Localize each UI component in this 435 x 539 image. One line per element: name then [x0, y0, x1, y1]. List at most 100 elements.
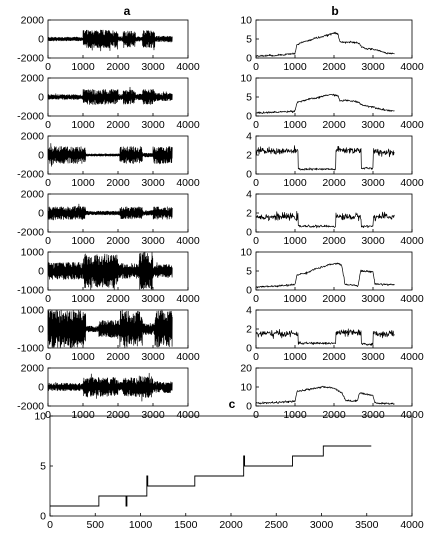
series-line-a2 [47, 86, 173, 105]
y-tick-label: 2000 [21, 15, 45, 27]
x-tick-label: 2000 [322, 235, 346, 247]
series-line-b6 [255, 328, 395, 346]
y-tick-label: 0 [38, 92, 44, 104]
x-tick-label: 1000 [283, 293, 307, 305]
panel-label-a: a [124, 4, 131, 18]
series-line-a6 [47, 309, 173, 349]
x-tick-label: 2000 [106, 293, 130, 305]
y-tick-label: 5 [246, 34, 252, 46]
x-tick-label: 1000 [283, 61, 307, 73]
series-line-b3 [255, 145, 395, 171]
y-tick-label: 0 [38, 324, 44, 336]
x-tick-label: 2000 [322, 293, 346, 305]
x-tick-label: 2000 [106, 409, 130, 421]
chart-b6: 0 2 4 0 1000 2000 3000 4000 [246, 305, 424, 364]
x-tick-label: 4000 [176, 177, 200, 189]
x-tick-label: 2000 [322, 351, 346, 363]
y-tick-label: -2000 [17, 111, 44, 123]
x-tick-label: 0 [253, 293, 259, 305]
x-tick-label: 4000 [176, 235, 200, 247]
chart-b4: 0 2 4 0 1000 2000 3000 4000 [246, 189, 424, 248]
y-tick-label: 0 [38, 34, 44, 46]
series-line-a5 [47, 251, 173, 291]
y-tick-label: 0 [246, 227, 252, 239]
x-tick-label: 3000 [361, 409, 385, 421]
y-tick-label: 5 [246, 266, 252, 278]
x-tick-label: 2500 [265, 519, 289, 531]
y-tick-label: -1000 [17, 285, 44, 297]
y-tick-label: 0 [38, 208, 44, 220]
x-tick-label: 3000 [361, 61, 385, 73]
x-tick-label: 3000 [141, 293, 165, 305]
x-tick-label: 3000 [310, 519, 334, 531]
series-line-b2 [255, 93, 395, 114]
x-tick-label: 2000 [106, 351, 130, 363]
x-tick-label: 4000 [176, 351, 200, 363]
x-tick-label: 1000 [283, 235, 307, 247]
x-tick-label: 4000 [400, 351, 424, 363]
chart-b5: 0 5 10 0 1000 2000 3000 4000 [240, 247, 424, 306]
y-tick-label: 0 [38, 266, 44, 278]
x-tick-label: 1000 [283, 177, 307, 189]
x-tick-label: 4000 [176, 293, 200, 305]
x-tick-label: 2000 [106, 235, 130, 247]
x-tick-label: 0 [253, 119, 259, 131]
y-tick-label: 2000 [21, 131, 45, 143]
x-tick-label: 0 [47, 519, 53, 531]
y-tick-label: 0 [246, 53, 252, 65]
x-tick-label: 1000 [283, 351, 307, 363]
x-tick-label: 4000 [400, 293, 424, 305]
x-tick-label: 3000 [361, 351, 385, 363]
x-tick-label: 2000 [219, 519, 243, 531]
y-tick-label: 0 [38, 150, 44, 162]
series-line-b4 [255, 211, 395, 229]
x-tick-label: 0 [45, 119, 51, 131]
x-tick-label: 3000 [141, 119, 165, 131]
y-tick-label: 10 [240, 73, 252, 85]
y-tick-label: 2000 [21, 73, 45, 85]
x-tick-label: 1000 [71, 119, 95, 131]
x-tick-label: 4000 [400, 61, 424, 73]
x-tick-label: 3000 [361, 119, 385, 131]
x-tick-label: 2000 [322, 61, 346, 73]
x-tick-label: 0 [45, 293, 51, 305]
x-tick-label: 4000 [400, 409, 424, 421]
x-tick-label: 0 [253, 61, 259, 73]
y-tick-label: 2 [246, 208, 252, 220]
x-tick-label: 2000 [106, 119, 130, 131]
x-tick-label: 1000 [283, 409, 307, 421]
x-tick-label: 4000 [400, 119, 424, 131]
x-tick-label: 500 [86, 519, 104, 531]
x-tick-label: 1000 [71, 293, 95, 305]
plot-frame-b4 [255, 193, 413, 233]
y-tick-label: -2000 [17, 227, 44, 239]
x-tick-label: 0 [253, 235, 259, 247]
x-tick-label: 2000 [106, 61, 130, 73]
plot-frame-c [49, 415, 413, 517]
chart-b7: 0 10 20 0 1000 2000 3000 4000 [240, 363, 424, 422]
y-tick-label: 4 [246, 131, 252, 143]
x-tick-label: 1000 [71, 351, 95, 363]
x-tick-label: 3000 [361, 177, 385, 189]
x-tick-label: 1000 [71, 61, 95, 73]
x-tick-label: 3500 [355, 519, 379, 531]
chart-b1: 0 5 10 0 1000 2000 3000 4000 [240, 15, 424, 74]
x-tick-label: 0 [45, 351, 51, 363]
series-line-b5 [255, 262, 395, 289]
x-tick-label: 2000 [322, 177, 346, 189]
y-tick-label: 1000 [21, 305, 45, 317]
x-tick-label: 4000 [176, 409, 200, 421]
x-tick-label: 0 [253, 351, 259, 363]
y-tick-label: 0 [40, 511, 46, 523]
y-tick-label: 0 [246, 343, 252, 355]
y-tick-label: 2 [246, 324, 252, 336]
y-tick-label: 20 [240, 363, 252, 375]
y-tick-label: -2000 [17, 169, 44, 181]
